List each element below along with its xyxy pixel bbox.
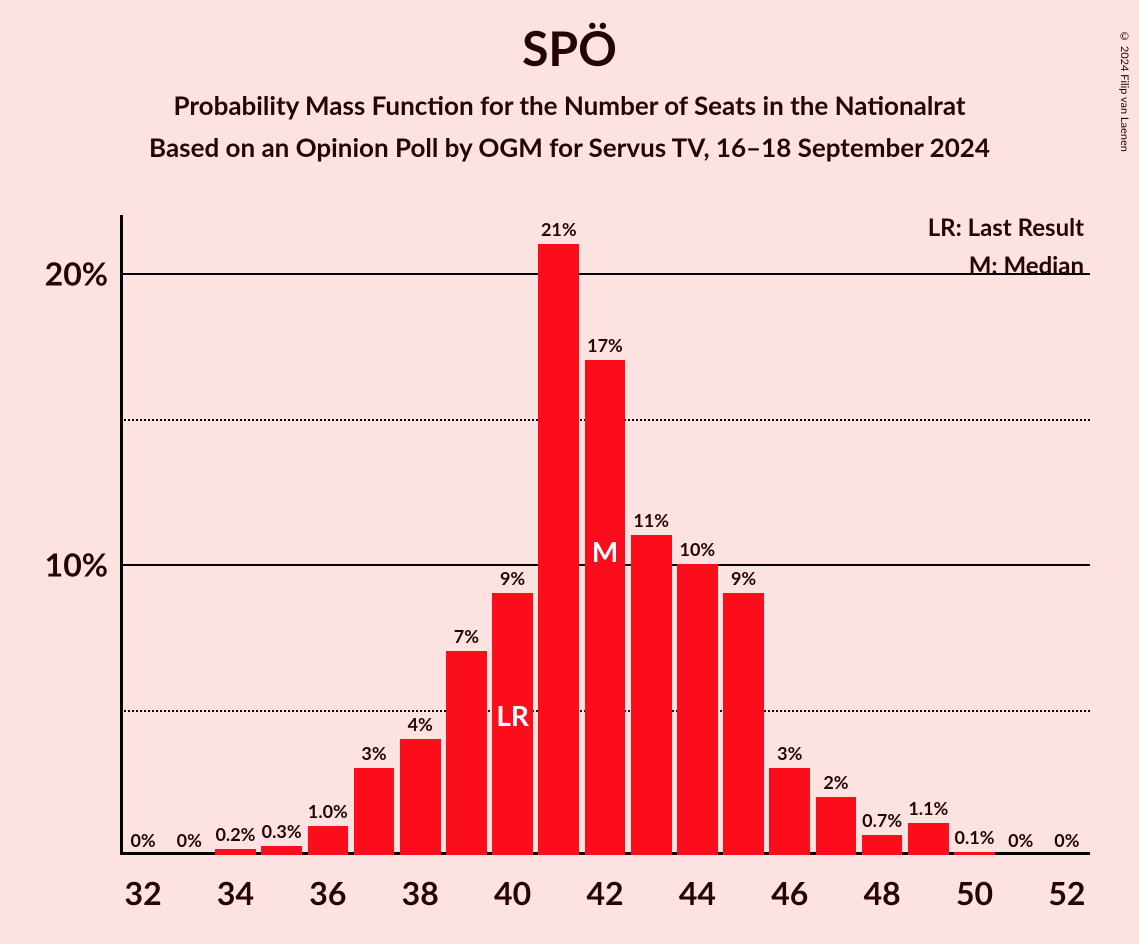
- y-axis: [120, 215, 123, 855]
- chart-subtitle-2: Based on an Opinion Poll by OGM for Serv…: [0, 131, 1139, 163]
- bar-value-label: 0%: [1054, 829, 1079, 851]
- legend-m: M: Median: [969, 251, 1084, 280]
- bar: 2%: [816, 797, 857, 855]
- bar-value-label: 17%: [587, 334, 623, 356]
- bar-value-label: 0.1%: [955, 826, 995, 848]
- x-axis-label: 48: [864, 873, 901, 912]
- bar: 0.1%: [954, 852, 995, 855]
- chart-subtitle-1: Probability Mass Function for the Number…: [0, 89, 1139, 121]
- median-marker: M: [592, 534, 618, 568]
- bar-value-label: 0%: [177, 829, 202, 851]
- bar: 21%: [538, 244, 579, 855]
- bar: 7%: [446, 651, 487, 855]
- x-axis-label: 34: [217, 873, 254, 912]
- bar-value-label: 3%: [361, 742, 386, 764]
- bar-value-label: 0%: [130, 829, 155, 851]
- x-axis-label: 40: [494, 873, 531, 912]
- bar-value-label: 1.1%: [908, 797, 948, 819]
- x-axis-label: 44: [679, 873, 716, 912]
- bar: 1.0%: [308, 826, 349, 855]
- bar-value-label: 4%: [408, 713, 433, 735]
- bar: 10%: [677, 564, 718, 855]
- bar: 17%M: [585, 360, 626, 855]
- bar-value-label: 3%: [777, 742, 802, 764]
- bar: 0.3%: [261, 846, 302, 855]
- x-axis-label: 50: [956, 873, 993, 912]
- bar: 9%LR: [492, 593, 533, 855]
- legend-lr: LR: Last Result: [928, 213, 1084, 242]
- bar-value-label: 9%: [500, 567, 525, 589]
- bar-value-label: 2%: [823, 771, 848, 793]
- x-axis-label: 42: [586, 873, 623, 912]
- x-axis-label: 32: [125, 873, 162, 912]
- bar-value-label: 0%: [1008, 829, 1033, 851]
- bar: 4%: [400, 739, 441, 855]
- copyright-label: © 2024 Filip van Laenen: [1118, 30, 1131, 152]
- lr-marker: LR: [496, 698, 529, 732]
- bar-value-label: 9%: [731, 567, 756, 589]
- bar-value-label: 21%: [541, 218, 577, 240]
- bar-value-label: 0.3%: [262, 820, 302, 842]
- bar-value-label: 0.2%: [215, 823, 255, 845]
- bar: 9%: [723, 593, 764, 855]
- bar: 1.1%: [908, 823, 949, 855]
- bar-value-label: 7%: [454, 625, 479, 647]
- chart-title: SPÖ: [0, 20, 1139, 77]
- bar: 0.7%: [862, 835, 903, 855]
- x-axis-label: 52: [1048, 873, 1085, 912]
- bar-value-label: 11%: [633, 509, 669, 531]
- y-axis-label: 10%: [45, 545, 108, 584]
- bar-value-label: 10%: [680, 538, 716, 560]
- y-axis-label: 20%: [45, 254, 108, 293]
- x-axis-label: 46: [771, 873, 808, 912]
- chart-plot-area: 0%0%0.2%0.3%1.0%3%4%7%9%LR21%17%M11%10%9…: [120, 215, 1090, 855]
- bar: 0.2%: [215, 849, 256, 855]
- bar: 3%: [769, 768, 810, 855]
- bar-value-label: 0.7%: [862, 809, 902, 831]
- bar: 11%: [631, 535, 672, 855]
- x-axis-label: 36: [309, 873, 346, 912]
- x-axis-label: 38: [402, 873, 439, 912]
- bar: 3%: [354, 768, 395, 855]
- bar-value-label: 1.0%: [308, 800, 348, 822]
- gridline-major: [120, 273, 1090, 275]
